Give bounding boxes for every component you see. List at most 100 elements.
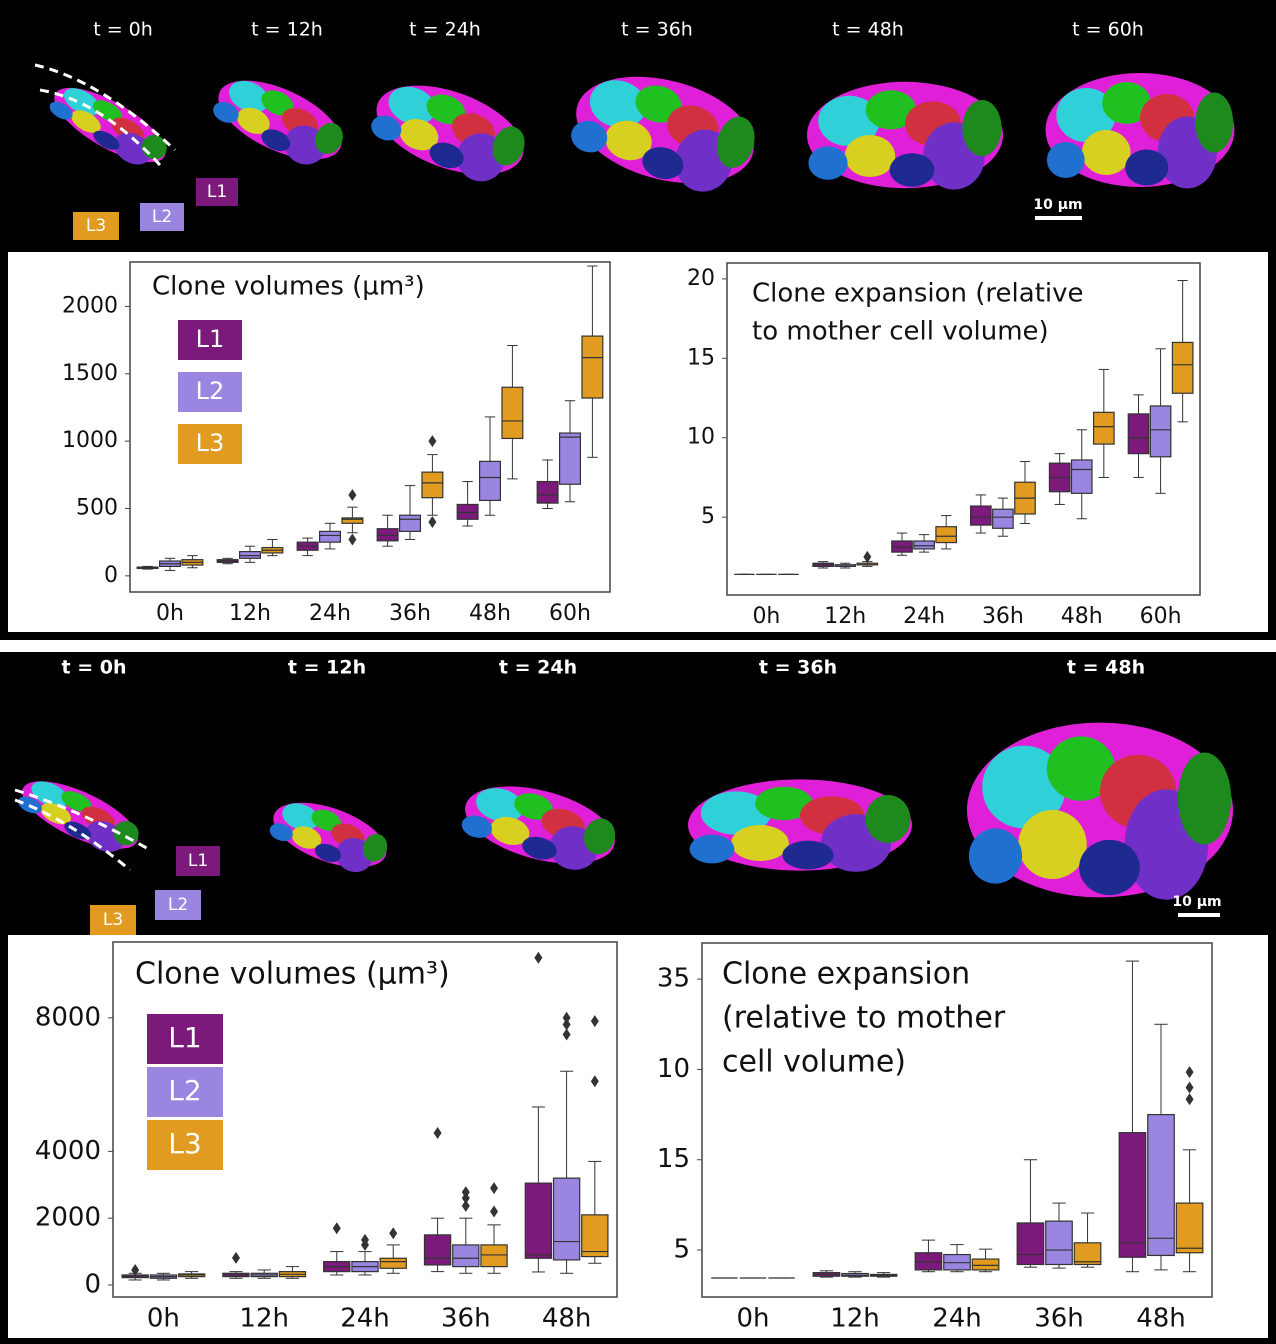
- box: [480, 1244, 508, 1268]
- box: [379, 1257, 407, 1269]
- flier: [1185, 1066, 1194, 1079]
- flier: [332, 1222, 341, 1235]
- y-tick-label: 10: [657, 1054, 690, 1084]
- legend-label: L1: [168, 1021, 201, 1054]
- y-tick-label: 10: [687, 425, 715, 450]
- box: [421, 471, 444, 499]
- box: [581, 335, 604, 399]
- layer-label: L1: [188, 851, 208, 871]
- box: [341, 517, 364, 524]
- y-tick-label: 2000: [35, 1203, 101, 1233]
- layer-label: L3: [103, 910, 123, 930]
- x-tick-label: 48h: [469, 601, 511, 626]
- time-label: t = 36h: [759, 657, 837, 679]
- legend-swatch: [147, 1067, 223, 1117]
- renderings-top: [34, 58, 1235, 240]
- x-tick-label: 0h: [147, 1304, 180, 1334]
- time-label: t = 0h: [93, 19, 153, 41]
- flier: [433, 1127, 442, 1140]
- chart-title: to mother cell volume): [752, 317, 1049, 347]
- y-tick-label: 1000: [62, 428, 118, 453]
- time-label: t = 48h: [832, 19, 904, 41]
- box: [524, 1182, 553, 1259]
- x-tick-label: 0h: [752, 604, 780, 629]
- box: [1175, 1202, 1204, 1254]
- box: [1070, 459, 1093, 494]
- flier: [863, 550, 872, 563]
- time-label: t = 36h: [621, 19, 693, 41]
- chart-title: Clone expansion: [722, 957, 970, 992]
- flier: [348, 533, 357, 546]
- x-tick-label: 60h: [1140, 604, 1182, 629]
- x-tick-label: 36h: [389, 601, 431, 626]
- box: [479, 460, 502, 502]
- flier: [590, 1015, 599, 1028]
- y-tick-label: 0: [84, 1269, 101, 1299]
- legend-swatch: [178, 424, 242, 464]
- box: [1118, 1132, 1147, 1258]
- x-tick-label: 12h: [229, 601, 271, 626]
- time-label: t = 12h: [288, 657, 366, 679]
- flier: [389, 1227, 398, 1240]
- chart-title: Clone volumes (µm³): [135, 957, 450, 992]
- box: [581, 1214, 609, 1258]
- time-label: t = 24h: [499, 657, 577, 679]
- flier: [562, 1011, 571, 1024]
- legend-swatch: [178, 320, 242, 360]
- legend-label: L2: [168, 1074, 201, 1107]
- box: [1171, 341, 1194, 394]
- x-tick-label: 48h: [542, 1304, 592, 1334]
- x-tick-label: 0h: [736, 1304, 769, 1334]
- y-tick-label: 20: [687, 266, 715, 291]
- box: [399, 514, 422, 532]
- box: [1073, 1242, 1102, 1266]
- flier: [361, 1233, 369, 1246]
- flier: [231, 1251, 240, 1264]
- chart-title: (relative to mother: [722, 1001, 1006, 1036]
- box: [1016, 1222, 1045, 1266]
- legend-swatch: [147, 1120, 223, 1170]
- flier: [348, 489, 357, 502]
- legend-label: L1: [196, 325, 225, 353]
- scale-bar-label: 10 µm: [1033, 197, 1082, 213]
- box: [456, 503, 479, 520]
- flier: [428, 515, 437, 528]
- chart-title: cell volume): [722, 1045, 906, 1080]
- box: [969, 505, 992, 526]
- y-tick-label: 15: [687, 345, 715, 370]
- box: [1092, 411, 1115, 445]
- x-tick-label: 48h: [1061, 604, 1103, 629]
- box: [1127, 413, 1150, 455]
- layer-label: L2: [152, 207, 172, 227]
- x-tick-label: 12h: [830, 1304, 880, 1334]
- box: [376, 528, 399, 542]
- flier: [534, 951, 543, 964]
- box: [552, 1177, 581, 1261]
- y-tick-label: 1500: [62, 361, 118, 386]
- box: [536, 480, 559, 504]
- x-tick-label: 24h: [309, 601, 351, 626]
- box: [423, 1234, 452, 1266]
- box: [1147, 1113, 1175, 1257]
- flier: [1185, 1081, 1194, 1094]
- layer-label: L3: [86, 216, 106, 236]
- flier: [428, 435, 437, 448]
- layer-label: L2: [168, 895, 188, 915]
- flier: [461, 1192, 470, 1205]
- box: [935, 526, 958, 544]
- box: [913, 540, 935, 550]
- y-tick-label: 5: [673, 1235, 690, 1265]
- flier: [590, 1075, 599, 1088]
- x-tick-label: 36h: [1034, 1304, 1084, 1334]
- box: [319, 530, 342, 543]
- x-tick-label: 48h: [1136, 1304, 1186, 1334]
- box: [239, 550, 262, 559]
- y-tick-label: 4000: [35, 1136, 101, 1166]
- flier: [461, 1186, 470, 1199]
- chart-title: Clone expansion (relative: [752, 279, 1084, 309]
- flier: [562, 1028, 571, 1041]
- box: [992, 508, 1014, 529]
- renderings-bottom: [13, 722, 1233, 935]
- y-tick-label: 2000: [62, 293, 118, 318]
